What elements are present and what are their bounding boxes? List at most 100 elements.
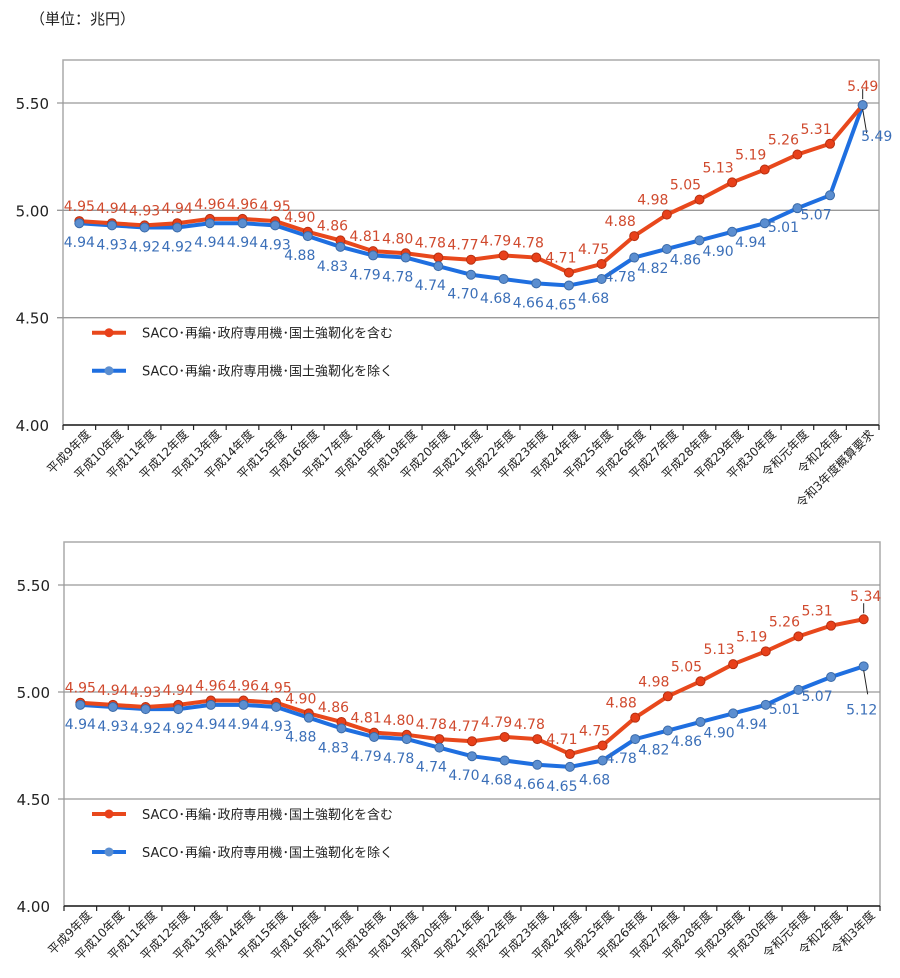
data-label: 4.81 bbox=[350, 711, 381, 727]
data-point-excl bbox=[695, 716, 706, 727]
data-point-excl bbox=[401, 734, 412, 745]
data-label: 4.90 bbox=[703, 244, 734, 260]
data-label: 4.78 bbox=[383, 751, 414, 767]
legend-swatch-marker bbox=[104, 809, 114, 819]
data-label: 4.78 bbox=[416, 717, 447, 733]
data-label: 4.94 bbox=[735, 235, 766, 251]
data-point-excl bbox=[74, 218, 85, 229]
data-point-incl bbox=[695, 676, 706, 687]
data-label: 4.94 bbox=[97, 683, 128, 699]
plot-area bbox=[63, 541, 881, 907]
data-label: 4.75 bbox=[579, 724, 610, 740]
data-point-incl bbox=[466, 254, 476, 265]
data-label: 4.68 bbox=[480, 291, 511, 307]
legend-label: SACO･再編･政府専用機･国土強靭化を含む bbox=[142, 326, 393, 342]
data-label: 4.77 bbox=[447, 238, 478, 254]
y-tick-label: 4.50 bbox=[16, 310, 49, 328]
data-label: 4.95 bbox=[65, 681, 96, 697]
data-label: 4.86 bbox=[318, 700, 349, 716]
data-point-excl bbox=[75, 699, 86, 710]
data-point-excl bbox=[303, 712, 314, 723]
data-point-incl bbox=[532, 734, 543, 745]
data-point-incl bbox=[531, 252, 542, 263]
data-point-excl bbox=[106, 220, 117, 231]
data-point-excl bbox=[205, 699, 216, 710]
data-label: 5.07 bbox=[800, 207, 831, 223]
data-point-excl bbox=[335, 241, 346, 252]
chart-budget-with-request: 4.004.505.005.50平成9年度平成10年度平成11年度平成12年度平… bbox=[16, 59, 892, 510]
data-label: 4.92 bbox=[162, 240, 193, 256]
data-label: 4.95 bbox=[261, 681, 292, 697]
data-label: 4.96 bbox=[227, 197, 258, 213]
legend-swatch-marker bbox=[104, 366, 114, 376]
data-point-excl bbox=[499, 755, 510, 766]
data-label: 4.65 bbox=[546, 779, 577, 795]
data-label: 4.93 bbox=[97, 719, 128, 735]
data-label: 4.95 bbox=[64, 199, 95, 215]
data-label: 4.68 bbox=[481, 772, 512, 788]
data-label: 4.78 bbox=[514, 717, 545, 733]
data-point-incl bbox=[792, 149, 803, 160]
data-point-excl bbox=[531, 278, 542, 289]
data-point-incl bbox=[727, 177, 738, 188]
data-point-incl bbox=[563, 267, 574, 278]
data-label: 4.82 bbox=[638, 743, 669, 759]
data-label: 4.79 bbox=[480, 233, 511, 249]
data-point-excl bbox=[368, 250, 379, 261]
data-label: 4.71 bbox=[545, 251, 576, 267]
data-label: 4.88 bbox=[285, 730, 316, 746]
data-label: 4.86 bbox=[317, 218, 348, 234]
data-label: 4.93 bbox=[129, 203, 160, 219]
data-label: 4.77 bbox=[448, 719, 479, 735]
data-point-excl bbox=[759, 218, 770, 229]
data-label: 4.96 bbox=[228, 679, 259, 695]
data-point-excl bbox=[173, 704, 184, 715]
data-label: 4.94 bbox=[194, 235, 225, 251]
plot-area bbox=[62, 59, 880, 426]
data-point-excl bbox=[564, 761, 575, 772]
legend-label: SACO･再編･政府専用機･国土強靭化を除く bbox=[142, 845, 393, 861]
data-point-incl bbox=[661, 209, 672, 220]
data-label: 4.68 bbox=[579, 772, 610, 788]
data-point-excl bbox=[760, 699, 771, 710]
legend-swatch-marker bbox=[104, 328, 114, 338]
data-label: 4.66 bbox=[514, 777, 545, 793]
data-label: 4.78 bbox=[606, 751, 637, 767]
data-label: 5.05 bbox=[670, 178, 701, 194]
data-point-incl bbox=[826, 620, 837, 631]
data-label: 4.94 bbox=[228, 717, 259, 733]
data-label: 4.86 bbox=[671, 734, 702, 750]
leader-line bbox=[863, 670, 869, 695]
data-label: 4.78 bbox=[382, 270, 413, 286]
data-point-excl bbox=[400, 252, 411, 263]
data-point-excl bbox=[857, 100, 868, 111]
data-label: 4.78 bbox=[605, 270, 636, 286]
data-point-excl bbox=[302, 231, 313, 242]
legend-label: SACO･再編･政府専用機･国土強靭化を除く bbox=[142, 364, 393, 380]
data-label: 5.19 bbox=[735, 148, 766, 164]
data-label: 4.93 bbox=[96, 237, 127, 253]
data-point-excl bbox=[596, 274, 607, 285]
data-point-incl bbox=[760, 646, 771, 657]
data-point-incl bbox=[825, 138, 836, 149]
data-label: 4.98 bbox=[637, 193, 668, 209]
data-point-excl bbox=[793, 684, 804, 695]
data-label: 5.31 bbox=[801, 604, 832, 620]
data-point-incl bbox=[434, 734, 445, 745]
data-label: 5.12 bbox=[846, 702, 877, 718]
data-label: 4.88 bbox=[605, 214, 636, 230]
data-label: 4.94 bbox=[163, 683, 194, 699]
data-label: 4.90 bbox=[285, 691, 316, 707]
data-label: 5.07 bbox=[801, 689, 832, 705]
data-point-incl bbox=[498, 250, 509, 261]
data-label: 4.93 bbox=[260, 237, 291, 253]
data-label: 4.74 bbox=[415, 278, 446, 294]
data-point-excl bbox=[433, 261, 444, 272]
data-label: 4.92 bbox=[129, 240, 160, 256]
data-point-excl bbox=[467, 751, 477, 762]
data-label: 4.93 bbox=[261, 719, 292, 735]
y-tick-label: 5.50 bbox=[17, 577, 50, 595]
data-label: 4.74 bbox=[416, 760, 447, 776]
data-point-incl bbox=[499, 731, 510, 742]
data-label: 5.01 bbox=[769, 702, 800, 718]
